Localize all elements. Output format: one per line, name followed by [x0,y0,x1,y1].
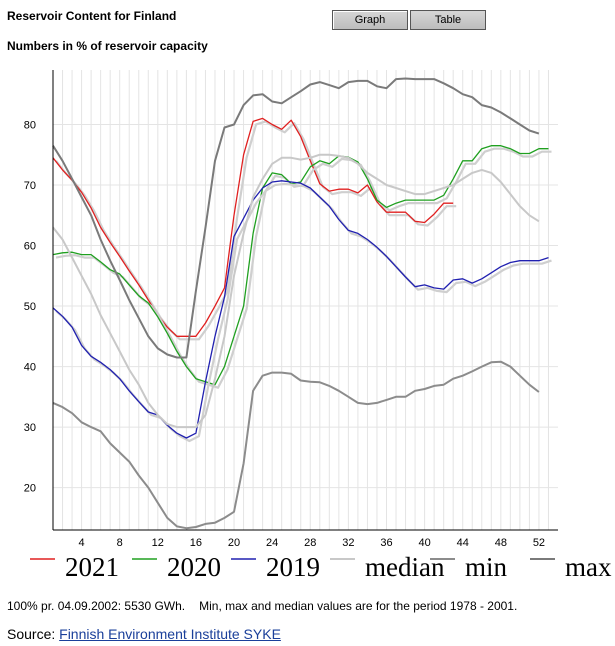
x-tick-label: 16 [190,537,202,549]
legend-label-median: median [365,552,445,582]
grid [53,70,558,530]
legend-label-2021: 2021 [65,552,119,582]
series-line-2020 [52,145,549,386]
x-tick-label: 12 [152,537,164,549]
series-shadow-2019 [55,182,552,443]
capacity-note: 100% pr. 04.09.2002: 5530 GWh. [7,599,186,613]
series-line-median [52,153,540,429]
series-line-2021 [52,117,454,337]
chart-title: Reservoir Content for Finland [7,9,177,23]
x-tick-label: 52 [533,537,545,549]
y-tick-label: 50 [24,301,36,313]
x-tick-label: 48 [495,537,507,549]
x-tick-label: 44 [457,537,469,549]
y-tick-label: 70 [24,180,36,192]
x-tick-label: 32 [342,537,354,549]
series-line-max [52,77,540,359]
series-lines [52,77,552,530]
source-label: Source: [7,626,56,642]
period-note: Min, max and median values are for the p… [199,599,518,613]
y-tick-label: 40 [24,362,36,374]
x-tick-label: 40 [418,537,430,549]
y-tick-label: 20 [24,483,36,495]
y-tick-label: 60 [24,241,36,253]
legend-label-max: max [565,552,612,582]
y-tick-label: 30 [24,422,36,434]
legend-label-2019: 2019 [266,552,320,582]
series-line-min [52,360,540,530]
x-tick-label: 20 [228,537,240,549]
tab-graph[interactable]: Graph [332,10,408,30]
y-tick-label: 80 [24,119,36,131]
tab-table[interactable]: Table [410,10,486,30]
x-tick-label: 8 [117,537,123,549]
x-tick-label: 4 [79,537,85,549]
legend-label-2020: 2020 [167,552,221,582]
x-tick-label: 28 [304,537,316,549]
x-tick-label: 36 [380,537,392,549]
series-line-2019 [52,180,549,439]
legend-label-min: min [465,552,508,582]
footer-notes: 100% pr. 04.09.2002: 5530 GWh. Min, max a… [7,599,517,613]
source-link[interactable]: Finnish Environment Institute SYKE [59,626,281,642]
series-shadow-2021 [55,120,457,341]
legend: 2021 2020 2019 median min max [30,552,612,582]
source-line: Source: Finnish Environment Institute SY… [7,626,281,642]
chart-subtitle: Numbers in % of reservoir capacity [7,39,208,53]
x-tick-label: 24 [266,537,278,549]
